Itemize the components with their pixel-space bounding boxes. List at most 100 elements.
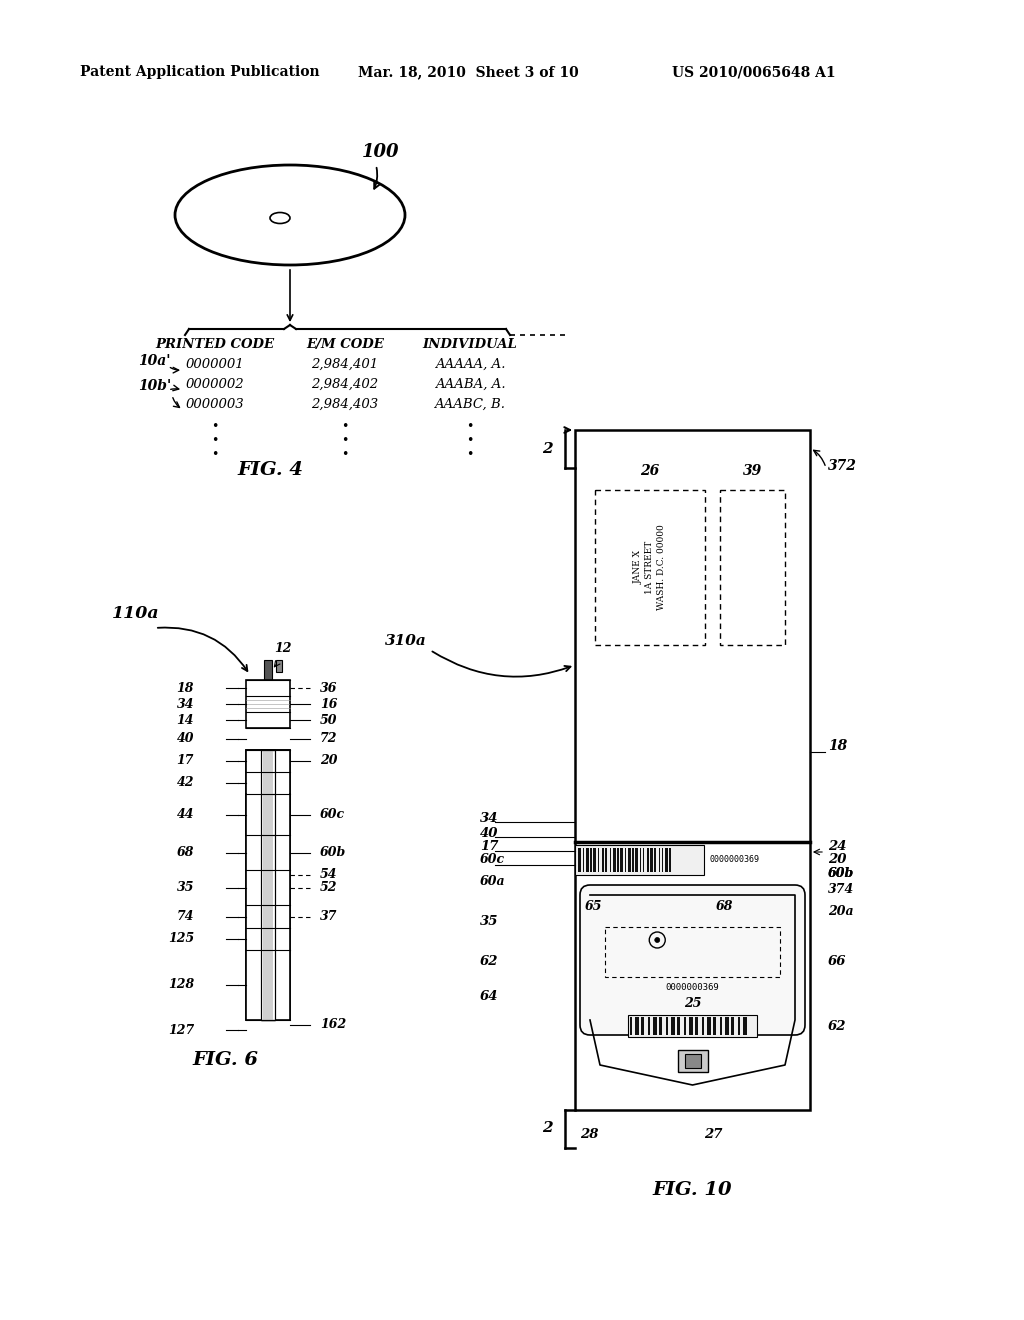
Text: 125: 125 xyxy=(168,932,194,945)
Text: 62: 62 xyxy=(480,954,499,968)
Text: 60c: 60c xyxy=(319,808,345,821)
Text: 42: 42 xyxy=(176,776,194,789)
Text: 68: 68 xyxy=(716,900,733,913)
Bar xyxy=(623,847,625,873)
Bar xyxy=(675,1016,677,1035)
Bar xyxy=(578,847,581,873)
Bar xyxy=(656,1016,658,1035)
Bar xyxy=(261,750,275,1020)
Bar xyxy=(628,847,631,873)
Bar xyxy=(660,847,662,873)
Bar xyxy=(693,1016,695,1035)
Bar xyxy=(264,660,272,680)
Text: 60b: 60b xyxy=(828,867,854,880)
Text: •: • xyxy=(341,447,349,461)
Bar xyxy=(663,847,665,873)
Text: 34: 34 xyxy=(176,697,194,710)
Bar xyxy=(276,660,282,672)
Text: 26: 26 xyxy=(640,465,659,478)
Bar xyxy=(725,1016,729,1035)
Bar xyxy=(628,1015,757,1038)
Bar xyxy=(731,1016,734,1035)
Text: US 2010/0065648 A1: US 2010/0065648 A1 xyxy=(672,65,836,79)
Text: 12: 12 xyxy=(274,642,292,655)
Text: FIG. 4: FIG. 4 xyxy=(237,461,303,479)
Bar xyxy=(632,847,634,873)
Bar xyxy=(626,847,628,873)
Text: 27: 27 xyxy=(705,1129,723,1140)
Bar xyxy=(738,1016,740,1035)
Bar xyxy=(575,430,810,1110)
Bar xyxy=(246,750,290,1020)
Text: 127: 127 xyxy=(168,1023,194,1036)
Text: INDIVIDUAL: INDIVIDUAL xyxy=(423,338,517,351)
Bar xyxy=(246,750,290,1020)
Bar xyxy=(689,1016,693,1035)
Bar xyxy=(722,1016,725,1035)
Circle shape xyxy=(654,937,659,942)
Bar xyxy=(720,490,785,645)
Bar xyxy=(590,847,592,873)
Text: 37: 37 xyxy=(319,909,338,923)
Text: 0000001: 0000001 xyxy=(185,358,245,371)
Bar xyxy=(620,847,623,873)
Text: 17: 17 xyxy=(176,755,194,767)
Text: 24: 24 xyxy=(828,840,847,853)
Bar xyxy=(246,795,290,836)
Text: 74: 74 xyxy=(176,909,194,923)
Bar xyxy=(632,1016,635,1035)
Text: 14: 14 xyxy=(176,714,194,726)
Text: 68: 68 xyxy=(176,846,194,859)
FancyBboxPatch shape xyxy=(580,884,805,1035)
Text: 25: 25 xyxy=(684,997,701,1010)
Text: 374: 374 xyxy=(828,883,854,896)
Bar xyxy=(658,1016,662,1035)
Bar xyxy=(742,1016,746,1035)
Text: 18: 18 xyxy=(176,681,194,694)
Text: 20: 20 xyxy=(828,853,847,866)
Bar xyxy=(653,1016,656,1035)
Bar xyxy=(575,845,705,875)
Text: 17: 17 xyxy=(480,840,499,853)
Text: 36: 36 xyxy=(319,681,338,694)
Text: •: • xyxy=(211,434,219,447)
Text: AAAAA, A.: AAAAA, A. xyxy=(435,358,505,371)
Text: 110a: 110a xyxy=(112,605,160,622)
Text: 52: 52 xyxy=(319,880,338,894)
Bar xyxy=(666,1016,668,1035)
Bar xyxy=(599,847,602,873)
Text: 310a: 310a xyxy=(385,634,427,648)
Bar xyxy=(246,750,290,1020)
Bar xyxy=(713,1016,716,1035)
Bar xyxy=(647,847,649,873)
Text: •: • xyxy=(466,434,474,447)
Bar xyxy=(703,1016,707,1035)
Text: 128: 128 xyxy=(168,978,194,991)
Text: 0000000369: 0000000369 xyxy=(710,855,759,865)
Bar xyxy=(635,1016,639,1035)
Bar xyxy=(246,680,290,729)
Text: E/M CODE: E/M CODE xyxy=(306,338,384,351)
Text: 35: 35 xyxy=(480,915,499,928)
Bar xyxy=(639,1016,641,1035)
Bar xyxy=(261,795,275,836)
Text: 60b: 60b xyxy=(319,846,346,859)
Text: 10b': 10b' xyxy=(138,379,171,393)
Text: 60c: 60c xyxy=(480,853,505,866)
Bar xyxy=(729,1016,731,1035)
Text: 16: 16 xyxy=(319,697,338,710)
Bar xyxy=(593,847,596,873)
Text: •: • xyxy=(211,420,219,433)
Text: 72: 72 xyxy=(319,733,338,746)
Bar xyxy=(607,847,610,873)
Bar xyxy=(734,1016,738,1035)
Text: 2,984,402: 2,984,402 xyxy=(311,378,379,391)
Text: 54: 54 xyxy=(319,869,338,882)
Bar xyxy=(671,1016,675,1035)
Bar xyxy=(648,1016,650,1035)
Bar xyxy=(581,847,583,873)
Text: 0000003: 0000003 xyxy=(185,399,245,411)
Bar xyxy=(716,1016,720,1035)
Bar xyxy=(680,1016,684,1035)
Bar xyxy=(611,847,613,873)
